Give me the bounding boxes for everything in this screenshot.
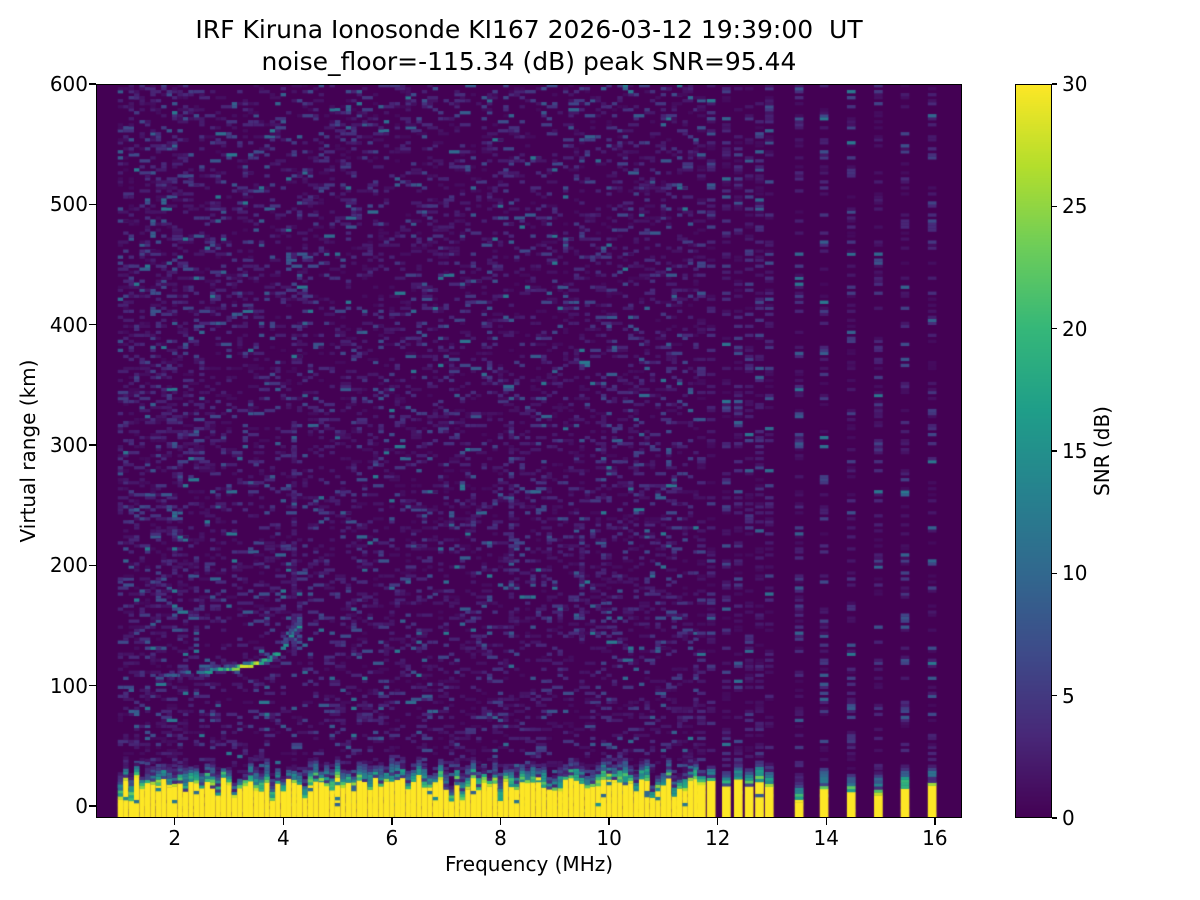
chart-subtitle: noise_floor=-115.34 (dB) peak SNR=95.44 [261,47,797,76]
y-tick-mark [89,805,96,807]
y-tick-mark [89,684,96,687]
colorbar-tick-mark [1052,83,1057,85]
colorbar-gradient [1015,84,1052,818]
y-tick-label: 300 [49,432,88,457]
colorbar-tick-label: 0 [1062,806,1075,830]
heatmap-canvas [96,84,962,818]
colorbar-tick-label: 5 [1062,683,1075,708]
y-tick-label: 100 [49,673,88,698]
y-tick-label: 0 [75,793,88,818]
x-tick-label: 2 [168,826,182,850]
x-tick-label: 14 [813,826,839,850]
y-axis-label: Virtual range (km) [16,359,40,543]
x-tick-label: 8 [494,826,507,850]
x-tick-label: 6 [385,826,399,850]
x-tick-mark [499,818,502,825]
colorbar-tick-label: 10 [1062,561,1088,586]
chart-title: IRF Kiruna Ionosonde KI167 2026-03-12 19… [195,15,863,44]
y-tick-mark [89,323,96,326]
x-tick-mark [282,818,285,825]
x-tick-mark [716,818,719,825]
x-tick-mark [173,818,176,825]
colorbar-tick-label: 20 [1062,316,1088,341]
x-tick-label: 16 [922,826,948,850]
y-tick-label: 500 [49,192,88,217]
x-tick-label: 12 [704,826,731,850]
y-tick-mark [89,444,96,446]
x-tick-mark [934,818,936,825]
x-tick-label: 4 [276,826,290,850]
colorbar-tick-mark [1052,694,1057,697]
x-tick-mark [391,818,393,825]
y-tick-label: 200 [49,553,88,578]
x-tick-label: 10 [596,826,622,850]
colorbar-tick-label: 30 [1062,72,1088,96]
x-axis-label: Frequency (MHz) [444,852,614,876]
colorbar-label: SNR (dB) [1090,406,1114,496]
y-tick-label: 600 [49,72,88,96]
colorbar-tick-label: 25 [1062,194,1088,219]
colorbar-tick-mark [1052,450,1057,452]
y-tick-mark [89,564,96,567]
colorbar-tick-mark [1052,817,1057,819]
y-tick-label: 400 [49,312,88,337]
y-tick-mark [89,83,96,85]
colorbar-tick-label: 15 [1062,439,1088,463]
colorbar-tick-mark [1052,572,1057,575]
colorbar-tick-mark [1052,327,1057,330]
x-tick-mark [608,818,610,825]
y-tick-mark [89,203,96,206]
colorbar-tick-mark [1052,205,1057,208]
x-tick-mark [825,818,827,825]
